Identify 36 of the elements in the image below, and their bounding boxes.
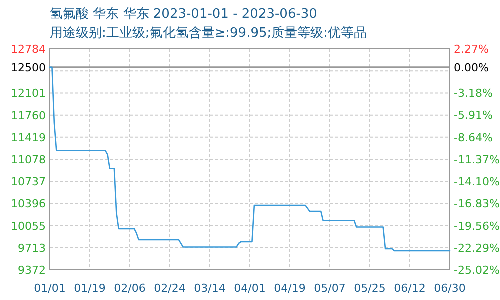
y-tick-label: 12784 <box>11 43 46 56</box>
x-tick-label: 01/19 <box>74 282 106 295</box>
y2-tick-label: -19.56% <box>454 220 500 233</box>
y-tick-label: 11419 <box>11 131 46 144</box>
chart-title: 氢氟酸 华东 华东 2023-01-01 - 2023-06-30 <box>50 7 318 22</box>
y-tick-label: 9372 <box>18 264 46 277</box>
y2-tick-label: 0.00% <box>454 61 489 74</box>
y2-tick-label: -25.02% <box>454 264 500 277</box>
y-tick-label: 12101 <box>11 87 46 100</box>
y2-tick-label: -22.29% <box>454 242 500 255</box>
y-tick-label: 11760 <box>11 109 46 122</box>
y-tick-label: 10737 <box>11 176 46 189</box>
chart-subtitle: 用途级别:工业级;氟化氢含量≥:99.95;质量等级:优等品 <box>50 26 368 41</box>
line-series <box>49 66 451 252</box>
y-tick-label: 9713 <box>18 242 46 255</box>
y2-tick-label: -11.37% <box>454 153 500 166</box>
x-tick-label: 05/07 <box>314 282 346 295</box>
y2-tick-label: -16.83% <box>454 198 500 211</box>
y2-tick-label: -5.91% <box>454 109 493 122</box>
x-tick-label: 02/24 <box>154 282 186 295</box>
y-tick-label: 11078 <box>11 154 46 166</box>
y-tick-label: 10055 <box>11 220 46 233</box>
y-tick-label: 10396 <box>11 198 46 211</box>
x-tick-label: 06/12 <box>394 282 426 295</box>
x-tick-label: 04/01 <box>234 282 266 295</box>
x-tick-label: 04/19 <box>274 282 306 295</box>
x-tick-label: 05/25 <box>354 282 386 295</box>
y2-tick-label: 2.27% <box>454 43 489 56</box>
x-tick-label: 02/06 <box>114 282 146 295</box>
y2-tick-label: -8.64% <box>454 131 493 144</box>
x-tick-label: 03/14 <box>194 282 226 295</box>
x-tick-label: 06/30 <box>434 282 466 295</box>
ref-line-label: 12500 <box>11 61 46 74</box>
y2-tick-label: -3.18% <box>454 87 493 100</box>
y2-tick-label: -14.10% <box>454 176 500 189</box>
x-tick-label: 01/01 <box>34 282 66 295</box>
